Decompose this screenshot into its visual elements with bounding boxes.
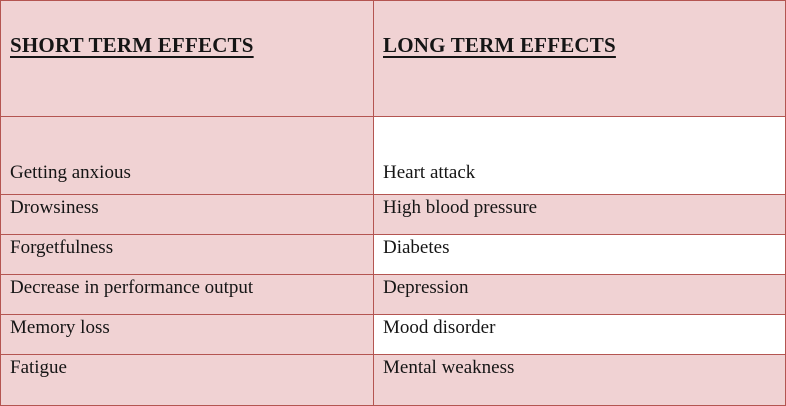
table-row: Decrease in performance output Depressio… (0, 274, 786, 315)
table-row: Fatigue Mental weakness (0, 354, 786, 406)
table-row: Drowsiness High blood pressure (0, 194, 786, 235)
header-short-term-effects: SHORT TERM EFFECTS (0, 0, 374, 117)
table-row: Getting anxious Heart attack (0, 116, 786, 195)
short-term-cell: Drowsiness (0, 194, 374, 235)
table-row: Forgetfulness Diabetes (0, 234, 786, 275)
table-row: Memory loss Mood disorder (0, 314, 786, 355)
header-long-term-effects: LONG TERM EFFECTS (373, 0, 786, 117)
header-row: SHORT TERM EFFECTS LONG TERM EFFECTS (0, 0, 786, 117)
long-term-cell: Heart attack (373, 116, 786, 195)
long-term-cell: Mental weakness (373, 354, 786, 406)
long-term-cell: Diabetes (373, 234, 786, 275)
short-term-cell: Decrease in performance output (0, 274, 374, 315)
short-term-cell: Memory loss (0, 314, 374, 355)
long-term-cell: Depression (373, 274, 786, 315)
short-term-cell: Getting anxious (0, 116, 374, 195)
long-term-cell: High blood pressure (373, 194, 786, 235)
short-term-cell: Forgetfulness (0, 234, 374, 275)
short-term-cell: Fatigue (0, 354, 374, 406)
long-term-cell: Mood disorder (373, 314, 786, 355)
